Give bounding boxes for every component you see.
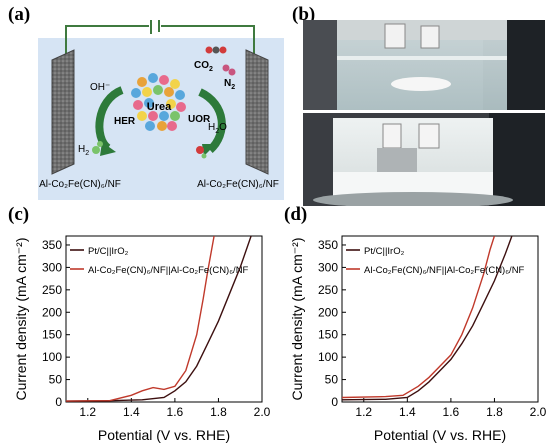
uor-label: UOR [188, 114, 211, 125]
photo-before-electrolysis [303, 20, 545, 110]
x-tick-label: 1.6 [167, 405, 184, 419]
electrolyzer-photos [303, 20, 545, 206]
y-tick-label: 250 [318, 283, 338, 297]
x-tick-label: 2.0 [530, 405, 546, 419]
y-tick-label: 100 [42, 350, 62, 364]
y-tick-label: 50 [49, 373, 63, 387]
y-tick-label: 0 [55, 395, 62, 409]
x-tick-label: 1.2 [79, 405, 96, 419]
y-tick-label: 300 [318, 260, 338, 274]
y-tick-label: 0 [331, 395, 338, 409]
series-line-2 [66, 236, 215, 402]
chart-d: 1.2 1.4 1.6 1.8 2.0 0 50 100 150 200 250 300 350 Pote… [289, 235, 546, 443]
co2-molecule-atom-2 [219, 46, 227, 54]
x-tick-label: 1.8 [486, 405, 503, 419]
n2-label: N2 [224, 78, 235, 91]
x-axis-label: Potential (V vs. RHE) [374, 427, 506, 443]
x-tick-label: 1.4 [123, 405, 140, 419]
co2-molecule-icon [205, 46, 213, 54]
oh-label: OH⁻ [90, 82, 110, 93]
chart-c: 1.2 1.4 1.6 1.8 2.0 0 50 100 150 200 250 300 350 Pote… [13, 235, 270, 443]
uor-arrow-head [202, 144, 216, 156]
urea-cluster [131, 73, 186, 131]
cathode-label: Al-Co₂Fe(CN)₆/NF [39, 179, 121, 190]
co2-label: CO2 [194, 60, 213, 73]
n2-molecule-atom [228, 68, 236, 76]
y-tick-label: 50 [325, 373, 339, 387]
panel-label-d: (d) [284, 204, 308, 225]
h2-label: H2 [78, 144, 89, 157]
n2-molecule-icon [222, 64, 230, 72]
h2o-molecule-icon [196, 146, 204, 154]
cathode-electrode [51, 49, 75, 175]
y-axis-label: Current density (mA cm⁻²) [13, 238, 29, 401]
anode-electrode [245, 49, 269, 175]
plot-frame [341, 235, 539, 403]
series-line-1 [66, 236, 252, 402]
h2o-label: H2O [208, 122, 227, 135]
urea-label: Urea [147, 101, 172, 113]
panel-label-a: (a) [8, 4, 31, 25]
y-tick-label: 350 [42, 238, 62, 252]
y-axis-label: Current density (mA cm⁻²) [289, 238, 305, 401]
h2-molecule-icon [92, 146, 100, 154]
her-label: HER [114, 116, 136, 127]
circuit-wire-right [161, 25, 255, 56]
circuit-wire [65, 25, 149, 56]
y-tick-label: 350 [318, 238, 338, 252]
series-line-2 [342, 236, 496, 399]
h2-molecule-atom [97, 141, 103, 147]
x-tick-label: 1.2 [355, 405, 372, 419]
electrolyzer-schematic: Urea HER UOR OH⁻ H2 CO2 N2 H2O Al-Co₂Fe(… [38, 20, 284, 200]
anode-label: Al-Co₂Fe(CN)₆/NF [197, 179, 279, 190]
x-tick-label: 2.0 [254, 405, 270, 419]
legend-label: Al-Co₂Fe(CN)₆/NF||Al-Co₂Fe(CN)₆/NF [88, 265, 249, 276]
y-tick-label: 300 [42, 260, 62, 274]
h2o-molecule-atom [201, 153, 207, 159]
y-tick-label: 200 [42, 305, 62, 319]
y-tick-label: 100 [318, 350, 338, 364]
co2-molecule-atom [212, 46, 220, 54]
x-tick-label: 1.8 [210, 405, 227, 419]
y-tick-label: 150 [42, 328, 62, 342]
plot-frame [65, 235, 263, 403]
x-tick-label: 1.4 [399, 405, 416, 419]
photo-after-electrolysis [303, 113, 545, 206]
panel-label-b: (b) [292, 4, 316, 25]
legend-label: Pt/C||IrO₂ [364, 246, 405, 257]
her-arrow-head [100, 142, 116, 156]
legend-label: Pt/C||IrO₂ [88, 246, 129, 257]
x-axis-label: Potential (V vs. RHE) [98, 427, 230, 443]
y-tick-label: 200 [318, 305, 338, 319]
panel-label-c: (c) [8, 204, 30, 225]
x-tick-label: 1.6 [443, 405, 460, 419]
legend-label: Al-Co₂Fe(CN)₆/NF||Al-Co₂Fe(CN)₆/NF [364, 265, 525, 276]
y-tick-label: 150 [318, 328, 338, 342]
y-tick-label: 250 [42, 283, 62, 297]
series-line-1 [342, 236, 513, 401]
